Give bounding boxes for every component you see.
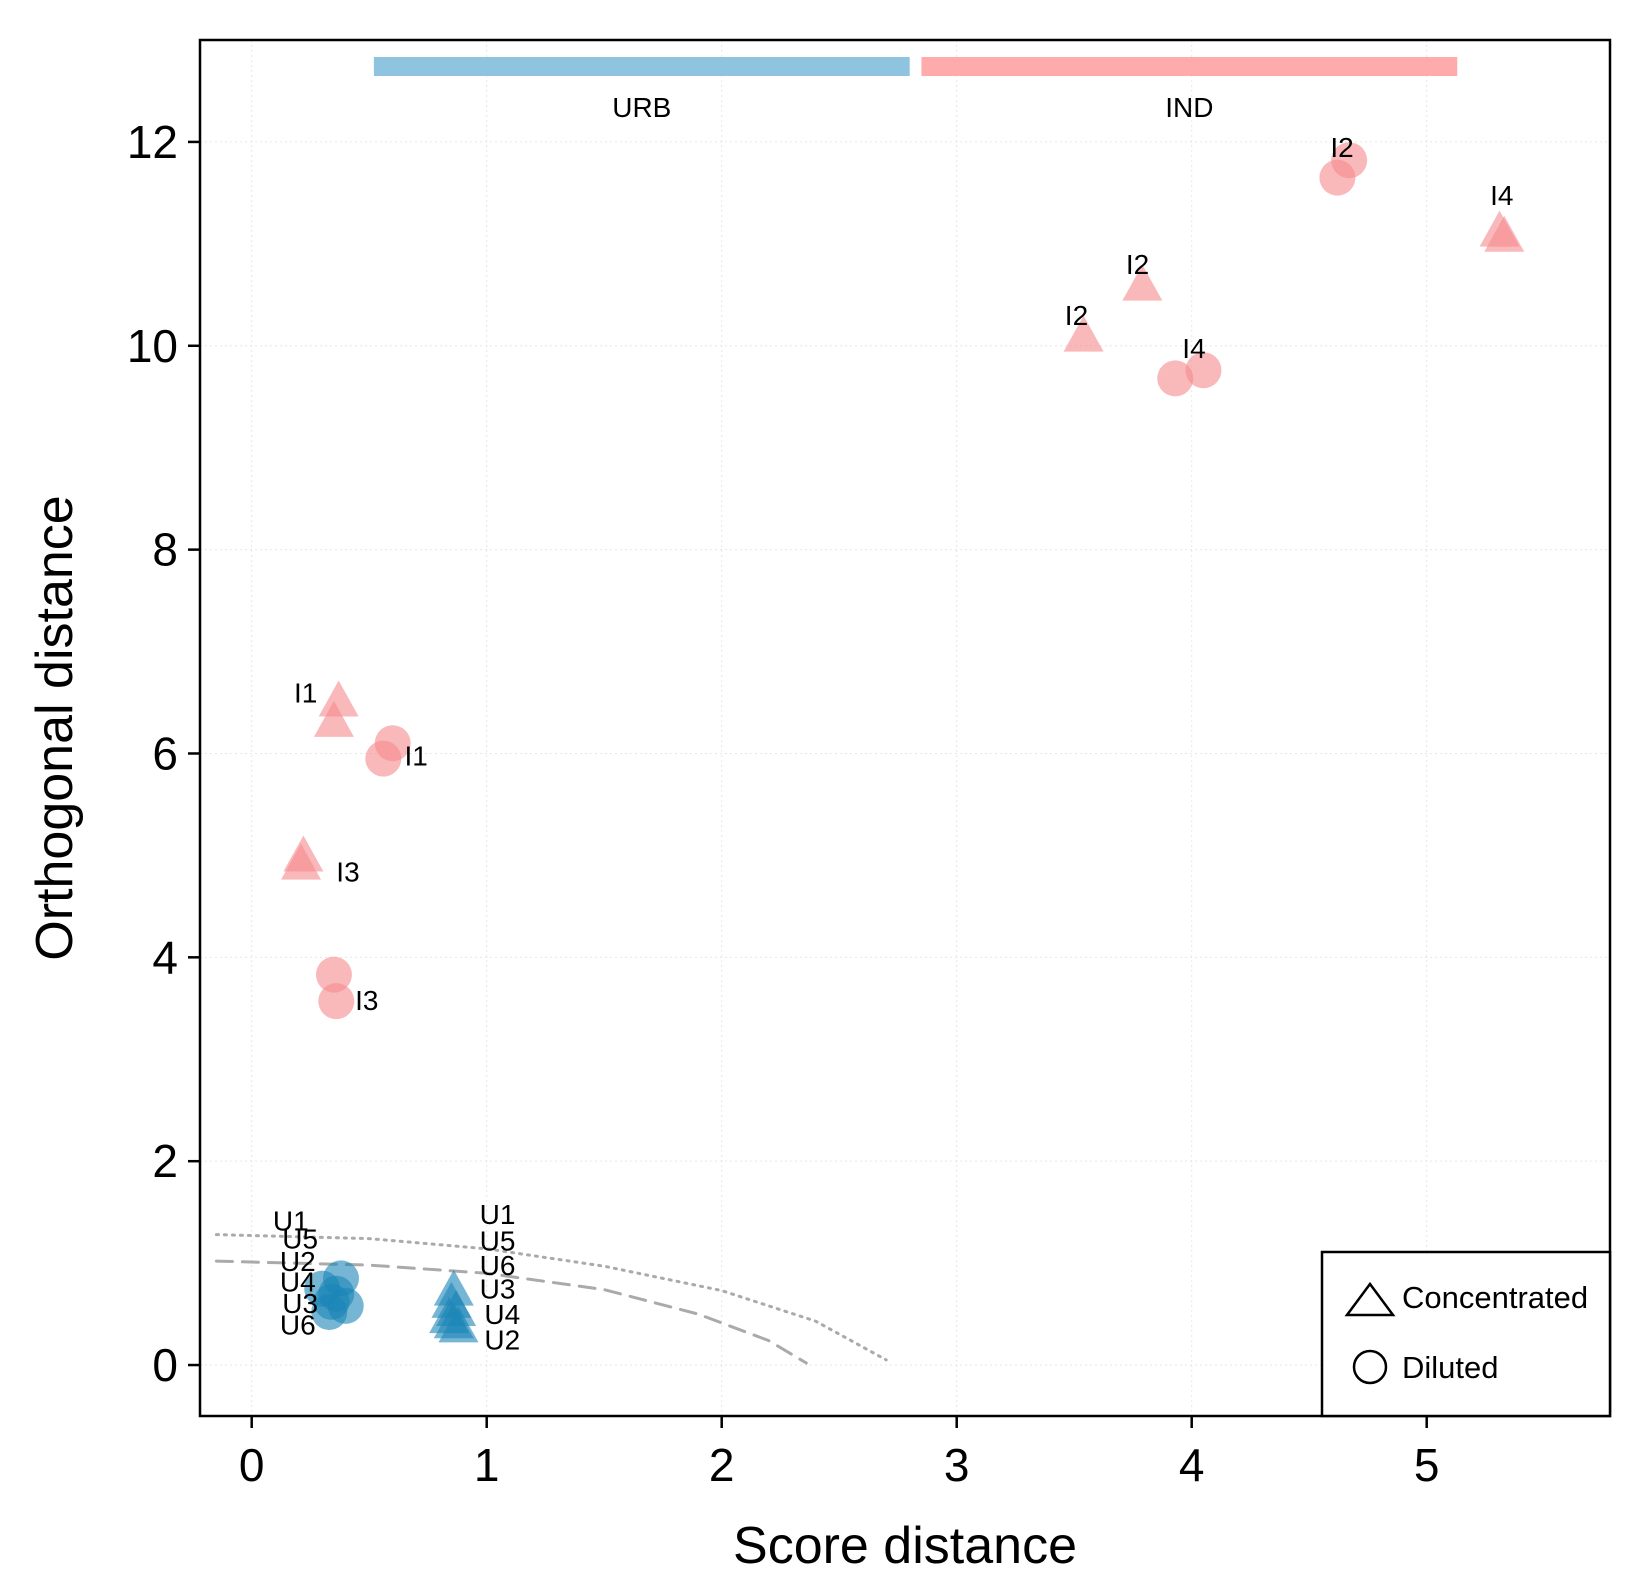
x-tick-label: 3 — [944, 1439, 970, 1491]
x-tick-label: 1 — [474, 1439, 500, 1491]
triangle-point — [1122, 264, 1163, 301]
point-label: U6 — [280, 1309, 316, 1340]
grid — [200, 40, 1610, 1416]
circle-point — [318, 1275, 355, 1312]
y-tick-label: 12 — [127, 116, 178, 168]
point-label: I3 — [336, 857, 359, 888]
circle-point — [365, 740, 402, 777]
y-tick-label: 0 — [152, 1339, 178, 1391]
circle-point — [1157, 360, 1194, 397]
point-label: I4 — [1490, 180, 1513, 211]
point-label: I1 — [294, 677, 317, 708]
point-label: U4 — [484, 1299, 520, 1330]
point-label: I2 — [1126, 249, 1149, 280]
point-label: U6 — [480, 1250, 516, 1281]
x-tick-label: 0 — [239, 1439, 265, 1491]
group-label-ind: IND — [1165, 92, 1213, 123]
point-label: U1 — [480, 1199, 516, 1230]
y-tick-label: 8 — [152, 524, 178, 576]
group-bar-ind — [921, 57, 1458, 76]
legend-label-diluted: Diluted — [1402, 1350, 1499, 1385]
triangle-icon — [1344, 1281, 1396, 1317]
point-label: I1 — [404, 741, 427, 772]
point-label: U2 — [484, 1325, 520, 1356]
y-tick-label: 6 — [152, 727, 178, 779]
legend-box — [1320, 1250, 1612, 1418]
dashed-threshold-line — [214, 1259, 808, 1365]
point-label: U1 — [273, 1205, 309, 1236]
triangle-point — [313, 700, 354, 737]
legend-label-concentrated: Concentrated — [1402, 1280, 1588, 1315]
circle-point — [318, 983, 355, 1020]
point-label: U3 — [480, 1274, 516, 1305]
circle-point — [1185, 352, 1222, 389]
threshold-lines — [214, 1233, 888, 1365]
point-label: U5 — [282, 1224, 318, 1255]
point-label: U2 — [280, 1246, 316, 1277]
plot-frame — [198, 38, 1612, 1418]
y-axis-title: Orthogonal distance — [26, 495, 84, 960]
group-bar-urb — [373, 57, 910, 76]
y-tick-label: 10 — [127, 320, 178, 372]
data-points — [281, 142, 1525, 1343]
triangle-point — [1063, 315, 1104, 352]
x-tick-label: 4 — [1179, 1439, 1205, 1491]
triangle-point — [1484, 215, 1525, 252]
x-axis-title: Score distance — [733, 1517, 1077, 1575]
y-tick-label: 4 — [152, 931, 178, 983]
triangle-point — [318, 680, 359, 717]
x-tick-label: 2 — [709, 1439, 735, 1491]
group-label-urb: URB — [612, 92, 671, 123]
group-bars: URB IND — [373, 57, 1458, 123]
point-label: I2 — [1330, 132, 1353, 163]
triangle-point — [281, 843, 322, 880]
point-label: U3 — [282, 1288, 318, 1319]
point-label: I4 — [1182, 333, 1205, 364]
y-tick-label: 2 — [152, 1135, 178, 1187]
circle-point — [315, 956, 352, 993]
dotted-threshold-line — [214, 1233, 888, 1362]
circle-point — [1319, 159, 1356, 196]
x-tick-label: 5 — [1414, 1439, 1440, 1491]
point-label: U5 — [480, 1226, 516, 1257]
circle-icon — [1352, 1349, 1388, 1385]
point-label: U4 — [280, 1266, 316, 1297]
legend: Concentrated Diluted — [1320, 1250, 1612, 1418]
point-label: I2 — [1065, 300, 1088, 331]
point-labels: I2I4I2I2I4I1I1I3I3U1U5U2U4U3U6U1U5U6U3U4… — [273, 132, 1514, 1356]
point-label: I3 — [355, 985, 378, 1016]
triangle-point — [438, 1306, 479, 1343]
